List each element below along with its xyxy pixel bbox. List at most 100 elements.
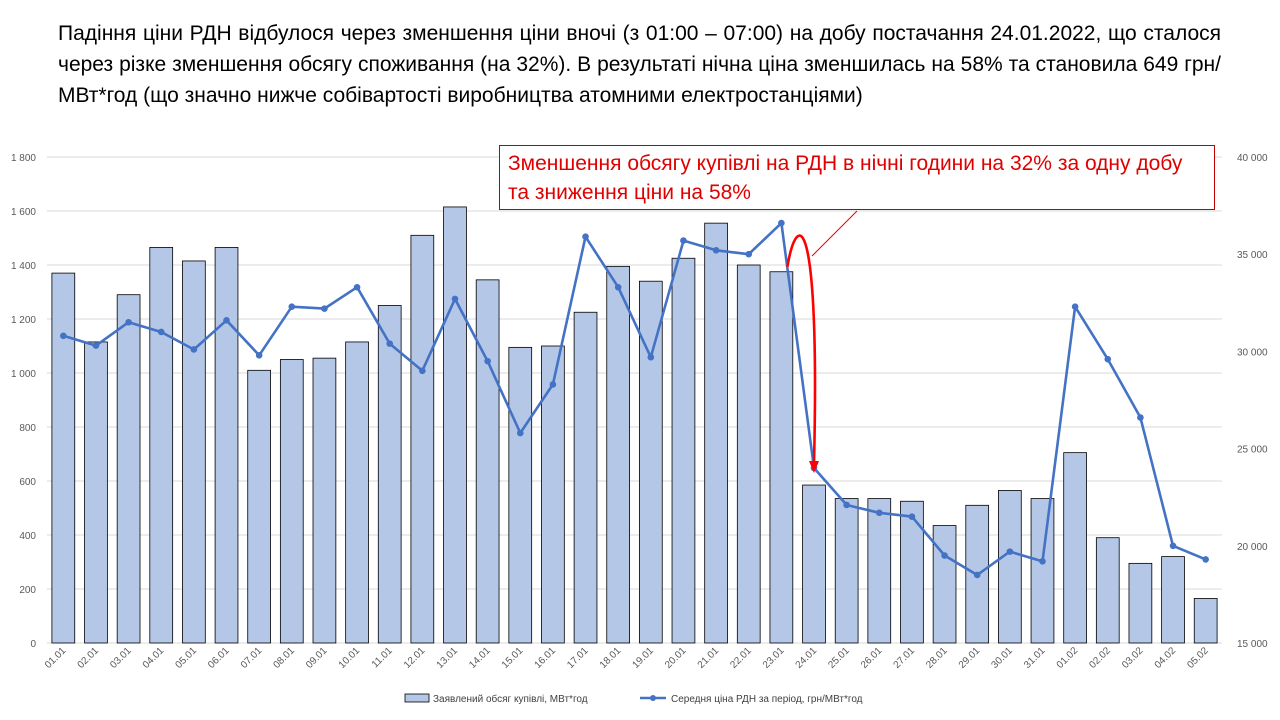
right-tick-label: 20 000 <box>1237 542 1268 553</box>
price-point <box>157 328 165 336</box>
annotation-arrows <box>786 210 858 474</box>
x-tick-label: 13.01 <box>435 645 461 671</box>
left-tick-label: 1 000 <box>11 369 36 380</box>
x-tick-label: 20.01 <box>663 645 689 671</box>
legend-line-label: Середня ціна РДН за період, грн/МВт*год <box>671 694 863 705</box>
x-tick-label: 06.01 <box>206 645 232 671</box>
price-point <box>843 501 850 509</box>
left-tick-label: 400 <box>19 531 36 542</box>
legend-line-marker <box>650 695 656 701</box>
left-tick-label: 1 200 <box>11 315 36 326</box>
x-tick-label: 04.02 <box>1153 645 1179 671</box>
bar <box>802 484 826 644</box>
x-tick-label: 03.01 <box>108 645 134 671</box>
price-point <box>223 316 230 324</box>
bar <box>606 265 631 644</box>
bar <box>1063 452 1087 644</box>
price-point <box>190 346 198 353</box>
bar <box>932 525 957 644</box>
bar <box>345 341 369 644</box>
drop-arrowhead <box>809 461 820 474</box>
price-point <box>1104 355 1112 363</box>
x-tick-label: 21.01 <box>696 645 722 671</box>
bar <box>443 206 467 644</box>
x-tick-label: 05.02 <box>1185 645 1211 671</box>
price-point <box>484 357 491 365</box>
bar <box>84 341 108 644</box>
x-tick-label: 10.01 <box>337 645 363 671</box>
line-series <box>60 219 1209 579</box>
price-point <box>1202 556 1209 563</box>
bar <box>867 498 892 644</box>
bar <box>475 279 500 644</box>
x-tick-label: 24.01 <box>794 645 820 671</box>
price-point <box>647 353 655 361</box>
left-tick-label: 0 <box>30 639 36 650</box>
price-point <box>125 318 132 326</box>
x-tick-label: 12.01 <box>402 645 428 671</box>
right-tick-label: 40 000 <box>1237 153 1268 164</box>
x-tick-label: 31.01 <box>1022 645 1048 671</box>
x-tick-label: 11.01 <box>370 645 395 670</box>
price-point <box>549 381 557 388</box>
x-tick-label: 25.01 <box>826 645 852 671</box>
bar <box>247 369 271 644</box>
right-tick-label: 35 000 <box>1237 250 1268 261</box>
right-axis-ticks: 15 000 20 000 25 000 30 000 35 000 40 000 <box>1237 153 1268 650</box>
x-tick-label: 02.02 <box>1087 645 1113 671</box>
price-line <box>62 221 1207 577</box>
x-tick-label: 02.01 <box>76 645 102 671</box>
price-point <box>680 237 687 244</box>
bar <box>51 272 76 644</box>
price-point <box>451 295 459 303</box>
x-tick-label: 30.01 <box>989 645 1015 671</box>
bar <box>116 294 141 644</box>
callout-box: Зменшення обсягу купівлі на РДН в нічні … <box>499 145 1215 210</box>
bar <box>1161 556 1185 644</box>
price-point <box>419 367 426 375</box>
x-tick-label: 05.01 <box>174 645 200 671</box>
price-point <box>321 305 328 312</box>
bar <box>410 234 435 644</box>
bar <box>704 222 728 644</box>
bar <box>769 271 794 644</box>
bar <box>1095 537 1120 644</box>
price-point <box>60 332 67 340</box>
left-tick-label: 200 <box>19 585 36 596</box>
x-tick-label: 15.01 <box>500 645 526 671</box>
legend-bar-label: Заявлений обсяг купівлі, МВт*год <box>433 693 588 705</box>
bar <box>900 500 924 644</box>
price-point <box>614 283 622 291</box>
bar <box>671 257 696 644</box>
left-tick-label: 1 400 <box>11 261 36 272</box>
left-tick-label: 1 800 <box>11 153 36 164</box>
x-tick-label: 01.02 <box>1055 645 1081 671</box>
x-tick-label: 29.01 <box>957 645 983 671</box>
price-point <box>386 340 394 347</box>
bar <box>998 490 1022 644</box>
left-tick-label: 1 600 <box>11 207 36 218</box>
bar <box>214 247 239 644</box>
bar <box>377 305 402 644</box>
x-tick-label: 23.01 <box>761 645 787 671</box>
left-tick-label: 600 <box>19 477 36 488</box>
bar <box>541 345 565 644</box>
price-point <box>745 250 753 258</box>
x-tick-label: 28.01 <box>924 645 950 671</box>
x-tick-label: 17.01 <box>565 645 591 671</box>
bar <box>279 359 304 644</box>
bar <box>312 357 337 644</box>
x-tick-label: 22.01 <box>728 645 754 671</box>
legend: Заявлений обсяг купівлі, МВт*год Середня … <box>404 693 863 705</box>
x-tick-label: 09.01 <box>304 645 330 671</box>
bar <box>736 264 761 644</box>
price-point <box>353 283 361 291</box>
gridlines <box>47 156 1222 644</box>
left-tick-label: 800 <box>19 423 36 434</box>
x-axis-ticks: 01.01 02.01 03.01 04.01 05.01 06.01 07.01 08.01… <box>43 645 1211 671</box>
bar <box>149 247 174 644</box>
bar <box>1128 562 1153 644</box>
x-tick-label: 19.01 <box>630 645 656 671</box>
legend-bar-swatch <box>404 693 430 703</box>
